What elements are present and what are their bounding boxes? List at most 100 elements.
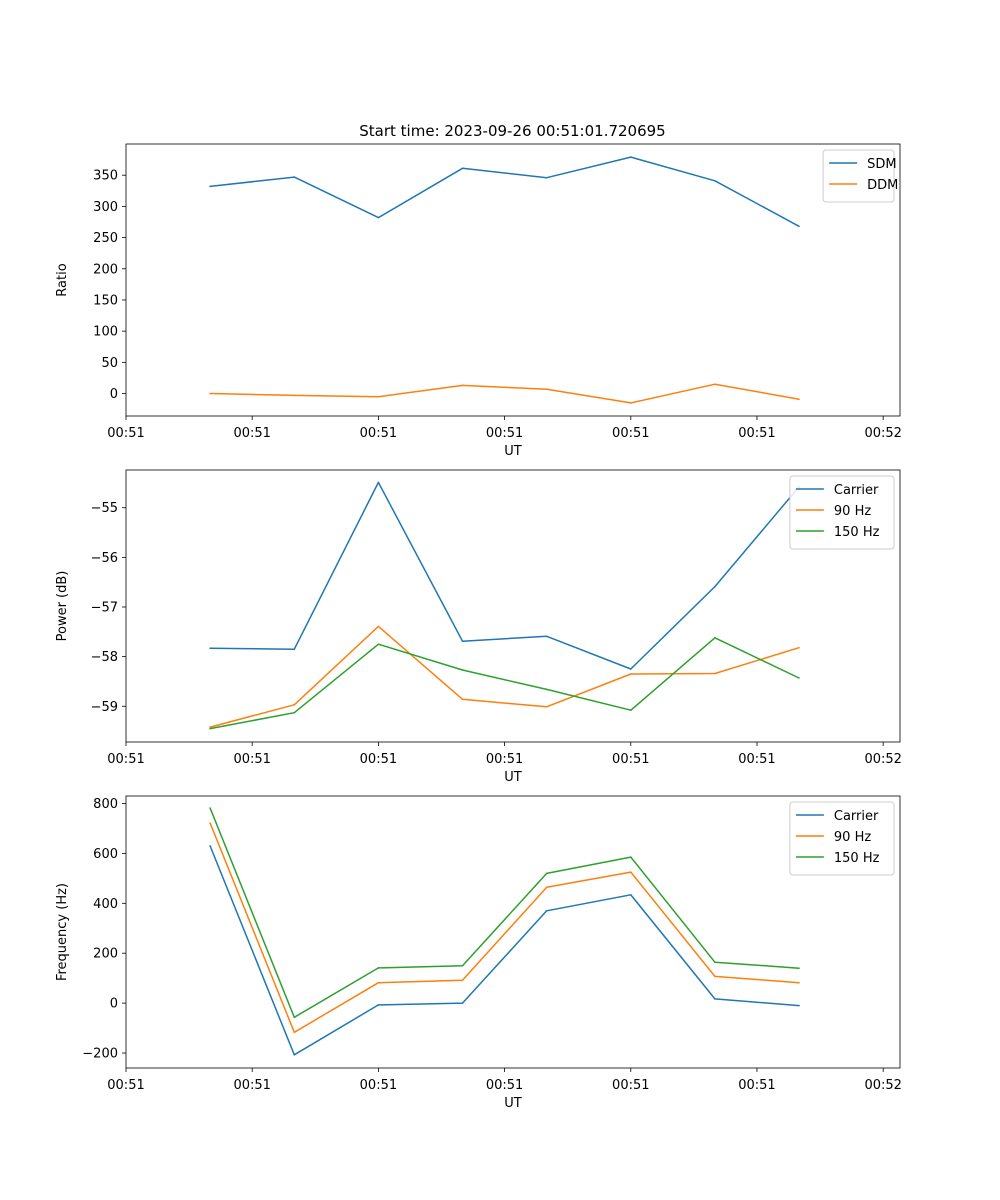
x-tick-label: 00:52 bbox=[864, 1078, 901, 1093]
x-tick-label: 00:51 bbox=[738, 752, 775, 767]
data-point bbox=[377, 1004, 380, 1006]
data-point bbox=[377, 395, 380, 398]
data-point bbox=[630, 894, 632, 896]
data-point bbox=[209, 726, 211, 728]
y-axis-label: Ratio bbox=[55, 263, 70, 296]
x-tick-label: 00:51 bbox=[486, 752, 523, 767]
data-point bbox=[293, 1054, 296, 1056]
data-point bbox=[461, 979, 464, 981]
y-tick-label: 200 bbox=[93, 262, 118, 277]
axes-frame bbox=[125, 469, 901, 743]
legend: SDM DDM bbox=[822, 149, 898, 203]
legend-label: 150 Hz bbox=[834, 525, 880, 540]
series-line-carrier bbox=[209, 845, 800, 1056]
figure-title: Start time: 2023-09-26 00:51:01.720695 bbox=[359, 122, 665, 140]
data-point bbox=[714, 637, 716, 639]
y-tick-label: 400 bbox=[93, 897, 118, 912]
data-point bbox=[630, 402, 632, 404]
y-tick-label: 100 bbox=[93, 325, 118, 340]
data-point bbox=[293, 176, 296, 178]
legend-label: 90 Hz bbox=[834, 830, 871, 845]
y-axis-label: Power (dB) bbox=[55, 571, 70, 642]
x-tick-label: 00:51 bbox=[107, 426, 144, 441]
data-point bbox=[209, 392, 211, 395]
data-point bbox=[545, 706, 548, 708]
data-point bbox=[209, 845, 211, 847]
data-point bbox=[461, 384, 464, 387]
data-point bbox=[461, 698, 464, 701]
data-point bbox=[293, 711, 296, 714]
data-point bbox=[293, 704, 296, 706]
y-tick-label: −200 bbox=[82, 1047, 118, 1062]
legend-label: 150 Hz bbox=[834, 851, 880, 866]
x-tick-label: 00:51 bbox=[233, 752, 270, 767]
x-tick-label: 00:51 bbox=[360, 1078, 397, 1093]
x-axis-label: UT bbox=[504, 770, 522, 785]
data-point bbox=[798, 967, 800, 969]
x-axis-label: UT bbox=[504, 1096, 522, 1111]
legend-label: 90 Hz bbox=[834, 504, 871, 519]
data-point bbox=[461, 964, 464, 967]
data-point bbox=[714, 585, 716, 588]
y-tick-label: 350 bbox=[93, 169, 118, 184]
data-point bbox=[209, 822, 211, 824]
x-tick-label: 00:51 bbox=[233, 1078, 270, 1093]
data-point bbox=[377, 643, 380, 645]
y-tick-label: −55 bbox=[91, 501, 118, 516]
y-tick-label: 0 bbox=[110, 997, 118, 1012]
data-point bbox=[461, 640, 464, 642]
y-tick-label: −59 bbox=[91, 700, 118, 715]
data-point bbox=[209, 807, 211, 809]
data-point bbox=[714, 180, 716, 182]
legend-label: DDM bbox=[867, 178, 898, 193]
data-point bbox=[293, 394, 296, 397]
data-point bbox=[461, 167, 464, 170]
data-point bbox=[545, 910, 548, 912]
data-point bbox=[798, 1004, 800, 1007]
x-tick-label: 00:51 bbox=[612, 1078, 649, 1093]
data-point bbox=[545, 872, 548, 875]
data-point bbox=[293, 1031, 296, 1034]
data-point bbox=[209, 727, 211, 730]
series-line-90-hz bbox=[209, 822, 800, 1034]
axes-frame bbox=[125, 143, 901, 417]
data-point bbox=[798, 981, 800, 984]
data-point bbox=[714, 672, 716, 675]
x-tick-label: 00:51 bbox=[486, 426, 523, 441]
data-point bbox=[714, 998, 716, 1000]
y-tick-label: 50 bbox=[101, 356, 118, 371]
data-point bbox=[714, 961, 716, 963]
y-tick-label: −58 bbox=[91, 650, 118, 665]
ratio-chart-panel: 00:51 00:51 00:51 00:51 00:51 00:51 00:52 0 50 10… bbox=[55, 143, 902, 459]
data-point bbox=[209, 185, 211, 188]
data-point bbox=[630, 709, 632, 711]
x-tick-label: 00:51 bbox=[738, 1078, 775, 1093]
data-point bbox=[630, 856, 632, 858]
data-point bbox=[461, 1002, 464, 1004]
x-tick-label: 00:51 bbox=[107, 1078, 144, 1093]
x-tick-label: 00:52 bbox=[864, 752, 901, 767]
series-line-150-hz bbox=[209, 807, 800, 1019]
y-tick-label: 300 bbox=[93, 200, 118, 215]
data-point bbox=[798, 225, 800, 228]
data-point bbox=[377, 625, 380, 628]
data-point bbox=[630, 673, 632, 675]
y-tick-label: 0 bbox=[110, 387, 118, 402]
x-tick-label: 00:51 bbox=[233, 426, 270, 441]
series-line-90-hz bbox=[209, 625, 800, 728]
axes-frame bbox=[125, 795, 901, 1069]
power-chart-panel: 00:51 00:51 00:51 00:51 00:51 00:51 00:52 −59 −5… bbox=[55, 469, 902, 785]
y-tick-label: 600 bbox=[93, 847, 118, 862]
data-point bbox=[293, 1016, 296, 1019]
y-tick-label: 800 bbox=[93, 797, 118, 812]
data-point bbox=[630, 668, 632, 670]
legend-label: Carrier bbox=[834, 809, 879, 824]
legend-label: SDM bbox=[867, 157, 896, 172]
x-tick-label: 00:51 bbox=[360, 426, 397, 441]
series-line-150-hz bbox=[209, 637, 800, 730]
x-tick-label: 00:51 bbox=[360, 752, 397, 767]
data-point bbox=[377, 481, 380, 484]
legend: Carrier 90 Hz 150 Hz bbox=[789, 475, 895, 550]
x-axis-label: UT bbox=[504, 444, 522, 459]
series-line-carrier bbox=[210, 481, 800, 670]
